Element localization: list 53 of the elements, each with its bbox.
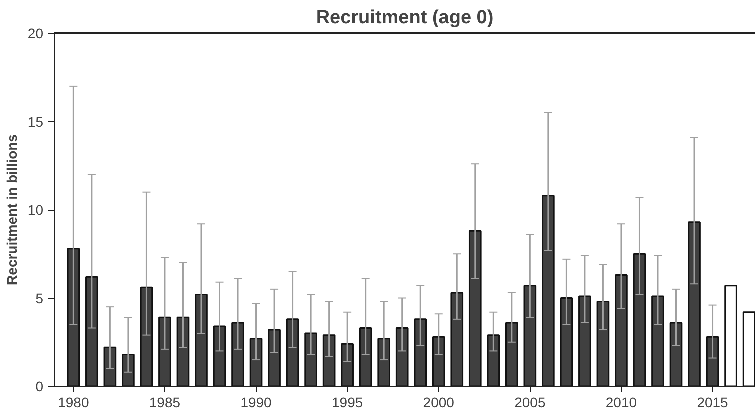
x-tick-label: 2015 bbox=[697, 394, 729, 410]
y-tick-label: 20 bbox=[28, 26, 44, 42]
bar bbox=[742, 312, 755, 386]
bar bbox=[341, 343, 354, 386]
x-tick-label: 1995 bbox=[332, 394, 364, 410]
bar bbox=[286, 318, 300, 386]
y-tick-label: 10 bbox=[28, 202, 44, 218]
bar bbox=[268, 329, 281, 386]
x-tick-label: 2005 bbox=[514, 394, 546, 410]
y-tick-label: 0 bbox=[36, 378, 44, 394]
bar bbox=[104, 346, 117, 386]
y-tick-label: 5 bbox=[36, 290, 44, 306]
bar bbox=[67, 248, 80, 386]
bar bbox=[232, 322, 244, 386]
bar bbox=[688, 222, 701, 386]
bar bbox=[396, 328, 409, 386]
bar bbox=[122, 354, 135, 386]
bar bbox=[195, 294, 208, 386]
bar bbox=[524, 285, 537, 386]
y-axis-title: Recruitment in billions bbox=[4, 134, 20, 286]
bar bbox=[86, 276, 98, 386]
bar bbox=[652, 296, 664, 386]
bar bbox=[414, 318, 428, 386]
bar bbox=[633, 253, 646, 386]
x-tick-label: 2010 bbox=[606, 394, 638, 410]
bar bbox=[213, 326, 226, 386]
bar bbox=[724, 285, 738, 386]
bar bbox=[487, 334, 500, 386]
bar bbox=[322, 334, 336, 386]
bar bbox=[596, 301, 610, 386]
bar bbox=[450, 292, 464, 386]
bar bbox=[468, 230, 482, 386]
bar bbox=[542, 195, 555, 386]
bar bbox=[304, 332, 318, 386]
bar bbox=[176, 316, 190, 386]
bar bbox=[250, 338, 263, 386]
bar bbox=[378, 338, 391, 386]
bar bbox=[140, 286, 154, 386]
bar bbox=[432, 336, 446, 386]
bar bbox=[359, 328, 372, 386]
bar bbox=[158, 316, 172, 386]
bar bbox=[506, 322, 518, 386]
bar bbox=[578, 296, 592, 386]
y-tick-label: 15 bbox=[28, 114, 44, 130]
bar bbox=[560, 298, 574, 386]
x-tick-label: 1985 bbox=[149, 394, 181, 410]
chart-title: Recruitment (age 0) bbox=[316, 8, 494, 28]
x-tick-label: 2000 bbox=[423, 394, 455, 410]
bar bbox=[615, 274, 628, 386]
bar bbox=[670, 322, 683, 386]
x-tick-label: 1990 bbox=[240, 394, 272, 410]
bar bbox=[706, 336, 720, 386]
x-tick-label: 1980 bbox=[58, 394, 90, 410]
